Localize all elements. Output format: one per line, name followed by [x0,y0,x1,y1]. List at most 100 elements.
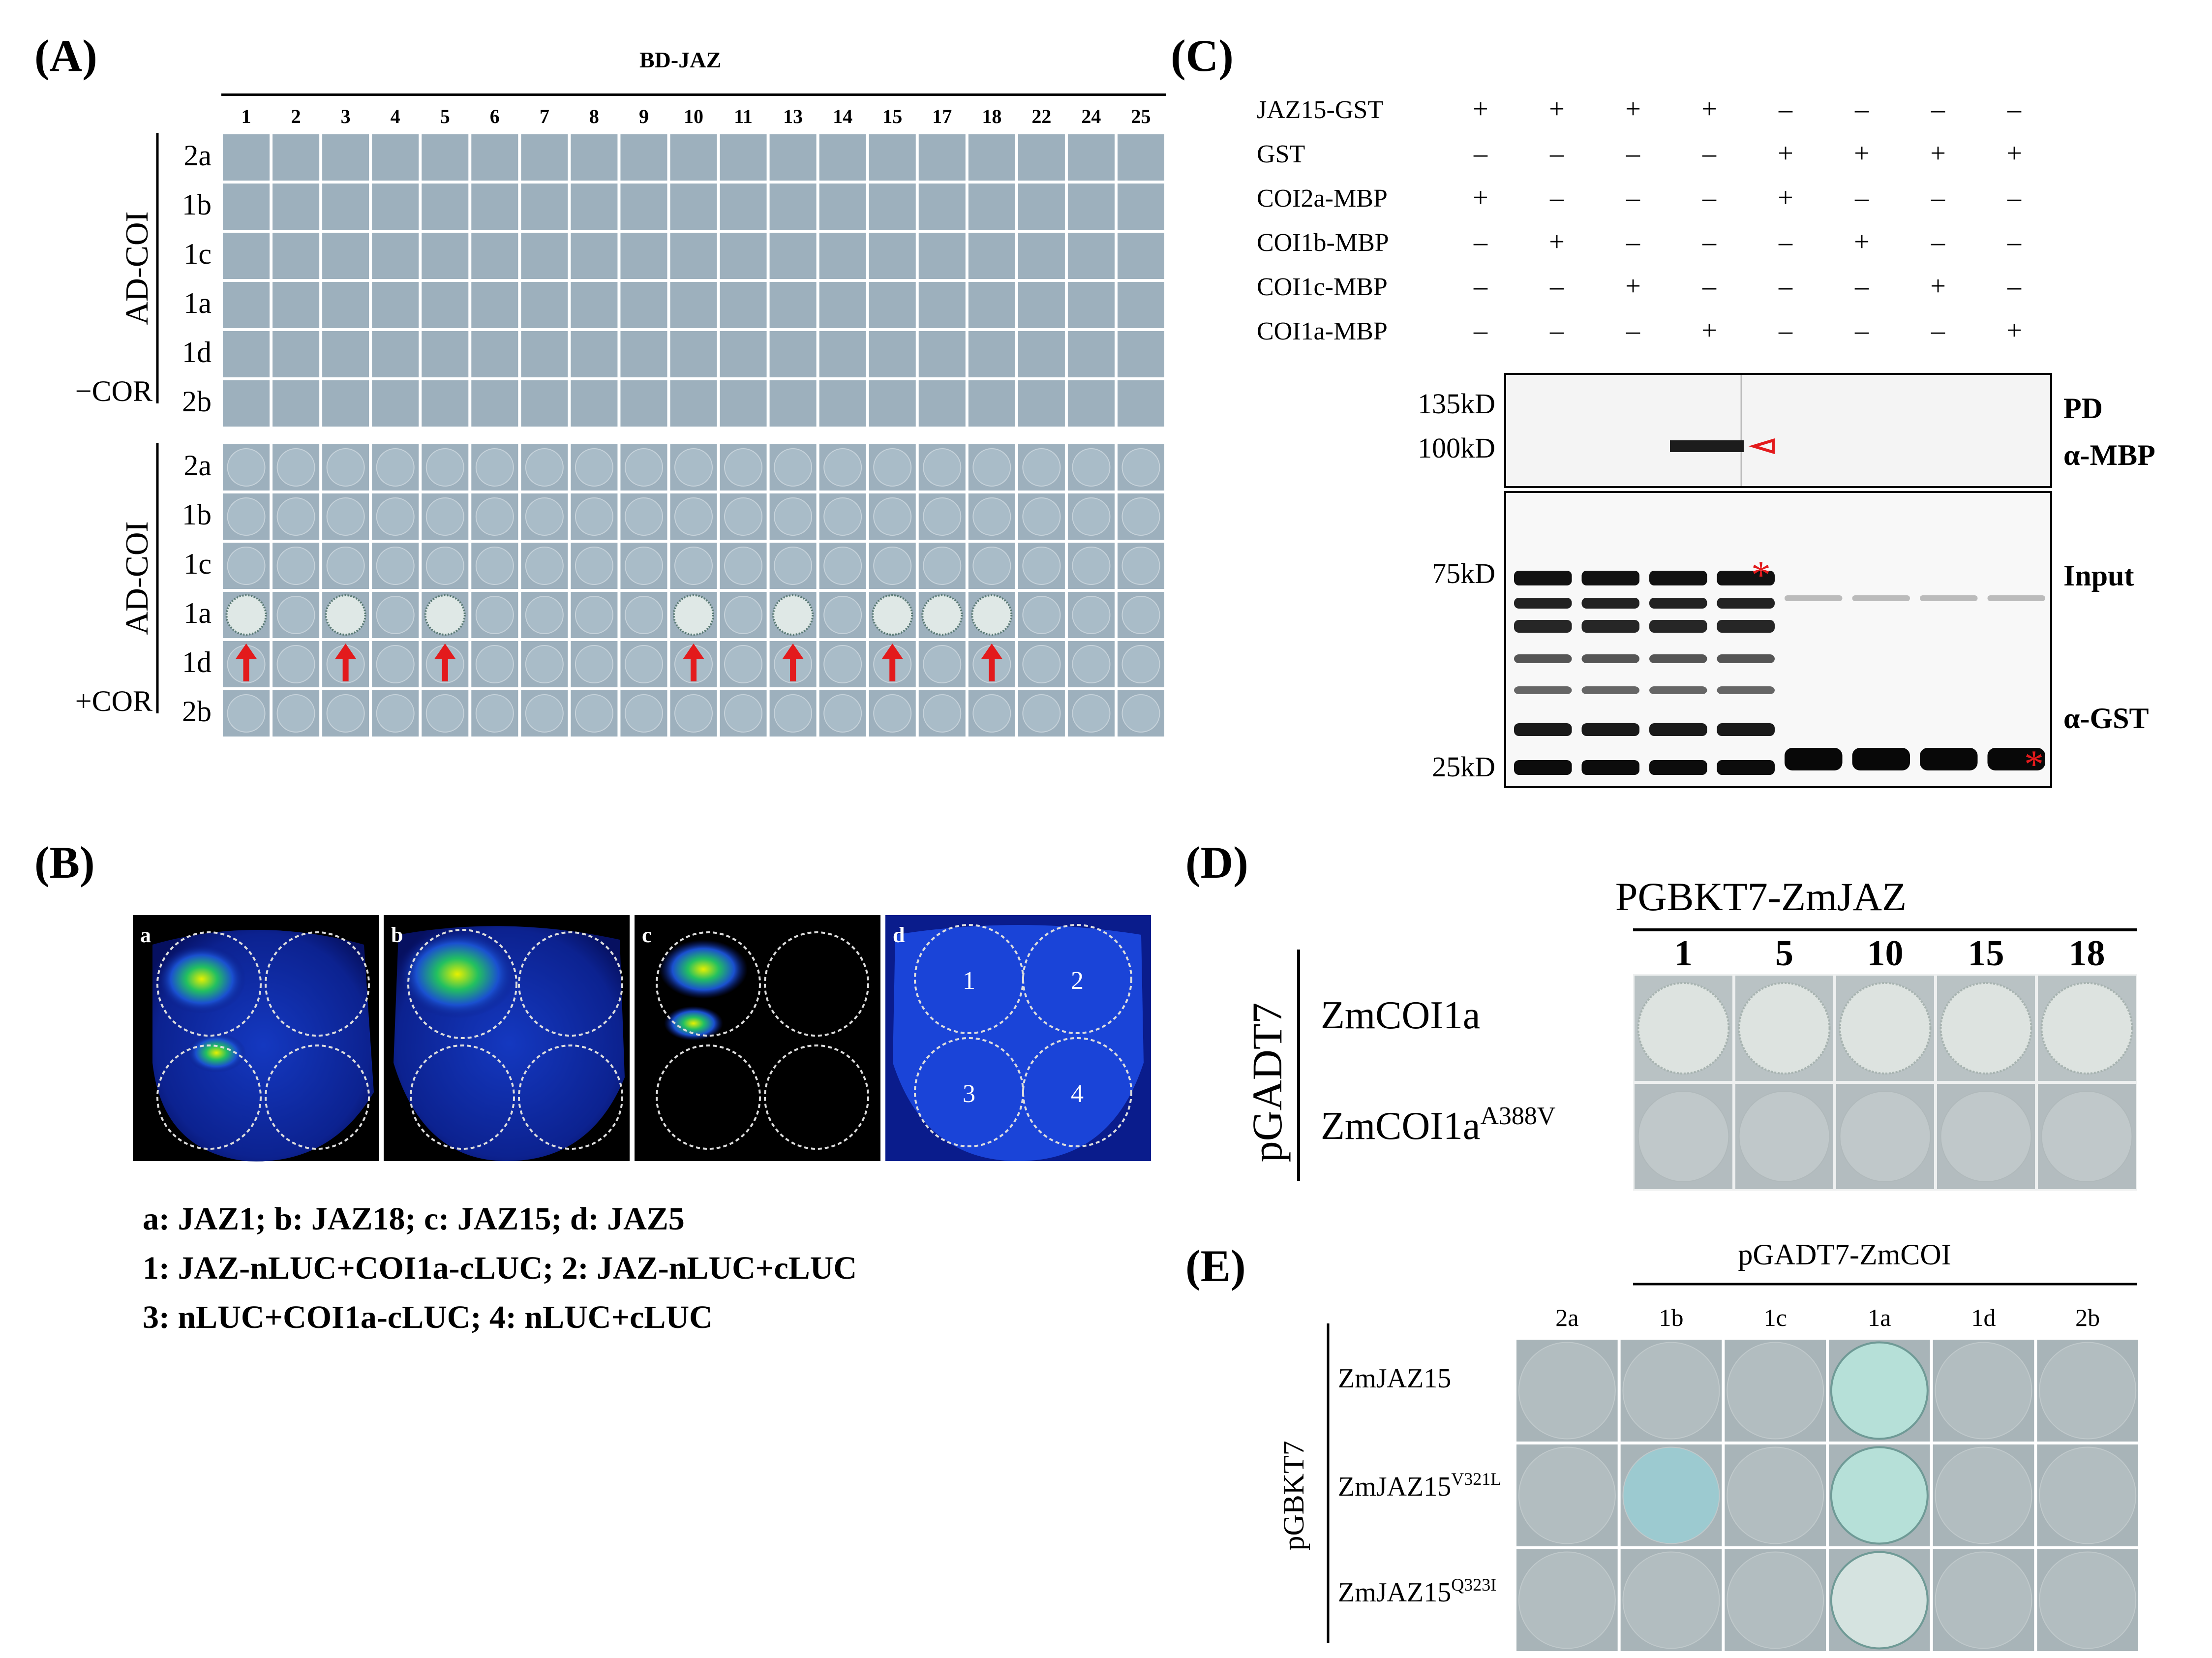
input-band-gst-7 [1987,748,2045,770]
luc-image-c: c [635,915,880,1161]
sign-2-3: – [1702,183,1717,213]
minus-well-1b-4 [372,184,419,230]
minus-well-1d-4 [372,331,419,377]
input-band-1-1 [1581,598,1639,609]
plus-spot-1a-6 [475,596,514,634]
plus-spot-2b-13 [774,694,813,733]
minus-well-2b-18 [968,380,1015,427]
input-band-3-0 [1717,571,1775,585]
plus-spot-2a-18 [972,448,1011,487]
minus-well-1d-11 [720,331,767,377]
sign-4-2: + [1625,271,1641,302]
luc-letter-c: c [642,923,652,947]
plus-spot-2b-14 [823,694,862,733]
jaz-number-25: 25 [1131,105,1151,127]
d-spot-10 [1839,1091,1931,1182]
sign-5-4: – [1778,315,1793,346]
jaz-number-2: 2 [291,105,301,127]
input-band-1-3 [1581,654,1639,663]
input-band-1-4 [1581,686,1639,694]
minus-well-1c-1 [223,233,270,279]
e-spot-1-1c [1727,1446,1824,1544]
minus-well-1c-11 [720,233,767,279]
plus-spot-2a-22 [1022,448,1061,487]
d-colony-5 [1738,982,1831,1075]
input-band-0-1 [1514,598,1572,609]
panel-c-sign-table: JAZ15-GST + + + + – – – – GST – – – – + + + + COI2a-MBP + – –… [1257,94,2022,346]
minus-well-2b-24 [1067,380,1115,427]
sign-4-3: – [1702,271,1717,302]
e-spot-2-2b [2039,1551,2137,1649]
luc-image-a: a [133,915,379,1162]
input-band-0-2 [1514,620,1572,633]
input-band-1-2 [1581,620,1639,633]
plus-spot-1a-24 [1072,596,1111,634]
jaz-number-14: 14 [833,105,852,127]
e-spot-0-1c [1727,1342,1824,1440]
minus-well-1b-22 [1018,184,1065,230]
d-spot-15 [1940,1091,2032,1182]
plus-spot-1b-4 [376,497,415,536]
plus-spot-2a-1 [227,448,266,487]
panel-e-row-2: ZmJAZ15V321L [1338,1469,1501,1502]
plus-spot-1a-11 [724,596,763,634]
d-col-1: 1 [1674,933,1693,974]
minus-well-2a-6 [471,134,518,181]
panel-a-header: BD-JAZ [639,47,722,72]
plus-spot-1a-14 [823,596,862,634]
minus-well-2b-14 [819,380,866,427]
plus-spot-2b-8 [575,694,613,733]
plus-spot-1c-13 [774,547,813,585]
plus-spot-1c-18 [972,547,1011,585]
sign-3-5: + [1854,227,1870,257]
minus-well-1a-8 [571,282,618,328]
luc-circle-4: 4 [1071,1080,1084,1108]
minus-well-1b-3 [322,184,369,230]
plus-spot-1b-6 [475,497,514,536]
arrow-icon-jaz1 [235,644,257,681]
sign-3-3: – [1702,227,1717,257]
minus-well-1c-7 [521,233,568,279]
minus-well-1d-10 [670,331,717,377]
jaz-number-9: 9 [639,105,649,127]
panel-a-label: (A) [34,31,97,81]
panel-e-figure: pGADT7-ZmCOI 2a 1b 1c 1a 1d 2b pGBKT7 ZmJAZ15… [1277,1238,2140,1653]
plus-spot-2a-5 [425,448,464,487]
input-band-faint-5 [1852,595,1910,601]
input-band-3-6 [1717,760,1775,775]
luc-circle-2: 2 [1071,967,1084,995]
plus-spot-2b-24 [1072,694,1111,733]
plus-spot-1b-17 [923,497,962,536]
plus-spot-2a-25 [1121,448,1160,487]
arrow-icon-jaz15 [881,644,904,681]
plus-spot-2b-18 [972,694,1011,733]
minus-well-2b-6 [471,380,518,427]
minus-well-2b-13 [769,380,817,427]
jaz-number-4: 4 [391,105,400,127]
plus-spot-2a-3 [326,448,365,487]
sign-1-3: – [1702,138,1717,169]
input-band-3-3 [1717,654,1775,663]
minus-well-1a-14 [819,282,866,328]
plus-spot-1c-10 [674,547,713,585]
e-spot-1-1d [1935,1446,2032,1544]
plus-spot-1d-11 [724,645,763,683]
plus-spot-2b-1 [227,694,266,733]
minus-well-1d-15 [869,331,916,377]
sign-4-1: – [1549,271,1564,302]
sign-5-1: – [1549,315,1564,346]
panel-d-column-labels: 1 5 10 15 18 [1674,933,2105,974]
plus-spot-2b-11 [724,694,763,733]
plus-spot-1d-24 [1072,645,1111,683]
plus-spot-2b-6 [475,694,514,733]
panel-e-column-labels: 2a 1b 1c 1a 1d 2b [1555,1304,2100,1331]
plus-spot-1b-1 [227,497,266,536]
d-colony-15 [1939,982,2032,1075]
minus-well-1a-25 [1117,282,1164,328]
minus-well-1c-17 [918,233,966,279]
plus-spot-1b-9 [624,497,663,536]
sign-3-6: – [1931,227,1945,257]
e-col-1a: 1a [1868,1304,1891,1331]
minus-well-2a-15 [869,134,916,181]
e-spot-0-2b [2039,1342,2137,1440]
